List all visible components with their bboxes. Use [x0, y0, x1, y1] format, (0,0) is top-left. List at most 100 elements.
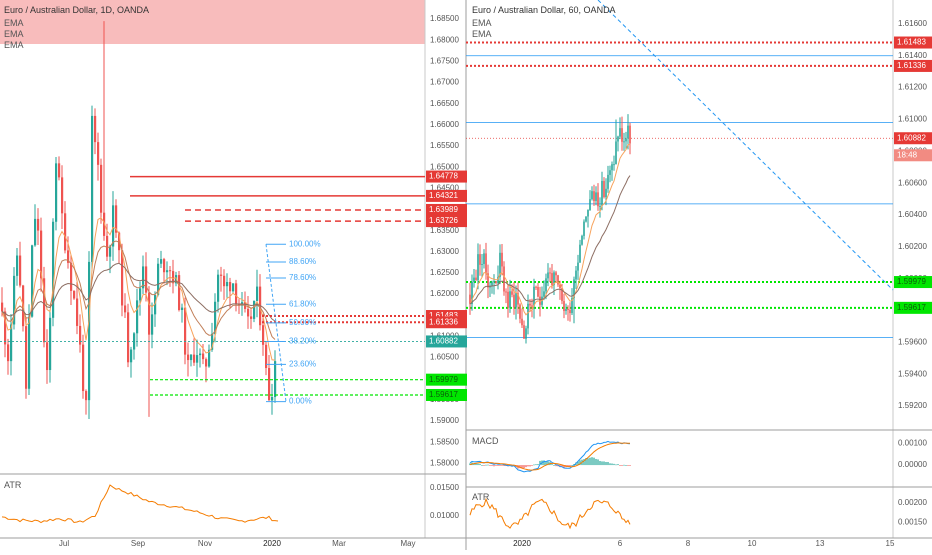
left-candle-body: [13, 275, 16, 325]
macd-histogram-bar: [605, 462, 607, 466]
right-price-label: 1.59617: [897, 303, 926, 312]
left-candle-body: [262, 325, 265, 345]
left-price-label-box: [426, 189, 467, 202]
macd-histogram-bar: [583, 459, 585, 466]
left-candle-body: [55, 163, 58, 222]
right-candle-body: [497, 277, 499, 283]
right-candle-body: [577, 262, 579, 271]
left-candle-body: [37, 218, 40, 231]
left-candle-body: [52, 221, 55, 318]
left-y-tick-label: 1.65000: [430, 162, 459, 171]
left-indicator-ema-2: EMA: [4, 29, 24, 39]
left-candle-body: [130, 349, 133, 363]
left-candle-body: [115, 205, 118, 233]
macd-histogram-bar: [503, 465, 505, 467]
left-candle-body: [223, 275, 226, 287]
right-candle-body: [539, 296, 541, 305]
fib-trend-line: [265, 244, 287, 402]
left-candle-body: [49, 317, 52, 371]
left-candle-body: [61, 177, 64, 214]
macd-histogram-bar: [627, 465, 629, 466]
left-y-tick-label: 1.66000: [430, 120, 459, 129]
left-chart-title: Euro / Australian Dollar, 1D, OANDA: [4, 5, 150, 15]
left-price-label-box: [426, 203, 467, 216]
left-candle-body: [202, 353, 205, 360]
left-y-tick-label: 1.64500: [430, 183, 459, 192]
left-candle-body: [1, 302, 4, 312]
right-candle-body: [469, 294, 471, 305]
left-y-tick-label: 1.68500: [430, 14, 459, 23]
right-candle-body: [555, 272, 557, 276]
right-candle-body: [521, 318, 523, 326]
right-price-label-box: [894, 36, 932, 49]
left-atr-label: ATR: [4, 480, 22, 490]
left-candle-body: [133, 333, 136, 350]
right-y-tick-label: 1.60600: [898, 178, 927, 187]
left-candle-body: [193, 354, 196, 363]
macd-histogram-bar: [613, 463, 615, 466]
right-chart-title: Euro / Australian Dollar, 60, OANDA: [472, 5, 616, 15]
macd-histogram-bar: [591, 457, 593, 466]
right-atr-line: [469, 497, 631, 530]
right-candle-body: [571, 297, 573, 314]
macd-histogram-bar: [625, 465, 627, 466]
right-y-tick-label: 1.60400: [898, 210, 927, 219]
right-candle-body: [501, 252, 503, 267]
fib-level-label: 50.00%: [289, 318, 316, 327]
left-candle-body: [106, 235, 109, 257]
right-candle-body: [487, 273, 489, 288]
right-x-tick-label: 2020: [513, 539, 531, 548]
macd-histogram-bar: [615, 464, 617, 466]
left-price-label: 1.59617: [429, 390, 458, 399]
left-candle-body: [16, 255, 19, 276]
right-candle-body: [533, 286, 535, 307]
right-price-label: 1.61336: [897, 61, 926, 70]
left-price-pane[interactable]: 100.00% 88.60% 78.60% 61.80% 50.00% 38.20% 23.…: [0, 21, 425, 419]
right-candle-body: [547, 272, 549, 279]
left-y-tick-label: 1.63500: [430, 226, 459, 235]
left-candle-body: [274, 361, 277, 397]
left-atr-tick-label: 0.01000: [430, 511, 459, 520]
right-candle-body: [543, 291, 545, 297]
right-candle-body: [475, 277, 477, 281]
right-y-tick-label: 1.59400: [898, 369, 927, 378]
right-price-label-box: [894, 149, 932, 162]
axes: 1.68500 1.68000 1.67500 1.67000 1.66500 1.660…: [59, 14, 932, 548]
left-candle-body: [199, 353, 202, 356]
left-candle-body: [103, 212, 106, 236]
right-candle-body: [581, 235, 583, 245]
right-y-tick-label: 1.61000: [898, 115, 927, 124]
macd-histogram-bar: [593, 457, 595, 466]
left-candle-body: [145, 266, 148, 293]
left-ema-fast: [1, 217, 276, 361]
right-price-pane[interactable]: [466, 0, 894, 344]
right-x-tick-label: 15: [886, 539, 895, 548]
left-candle-body: [28, 316, 31, 389]
macd-histogram-bar: [547, 461, 549, 466]
right-candle-body: [575, 270, 577, 280]
macd-histogram-bar: [603, 461, 605, 466]
macd-histogram-bar: [597, 459, 599, 466]
right-candle-body: [471, 281, 473, 305]
left-candle-body: [256, 286, 259, 301]
left-candle-body: [10, 324, 13, 362]
right-macd-tick-label: 0.00000: [898, 460, 927, 469]
left-candle-body: [169, 270, 172, 272]
right-atr-tick-label: 0.00150: [898, 517, 927, 526]
left-candle-body: [196, 355, 199, 363]
left-candle-body: [235, 283, 238, 304]
right-candle-body: [531, 305, 533, 307]
fib-level-label: 100.00%: [289, 239, 321, 248]
right-candle-body: [621, 128, 623, 142]
left-candle-body: [67, 250, 70, 263]
left-candle-body: [46, 342, 49, 371]
right-candle-body: [493, 281, 495, 283]
right-y-tick-label: 1.60200: [898, 242, 927, 251]
right-candle-body: [573, 279, 575, 298]
left-candle-body: [229, 282, 232, 292]
macd-histogram-bar: [535, 464, 537, 466]
left-candle-body: [112, 205, 115, 247]
left-y-tick-label: 1.60500: [430, 353, 459, 362]
right-candle-body: [583, 221, 585, 236]
